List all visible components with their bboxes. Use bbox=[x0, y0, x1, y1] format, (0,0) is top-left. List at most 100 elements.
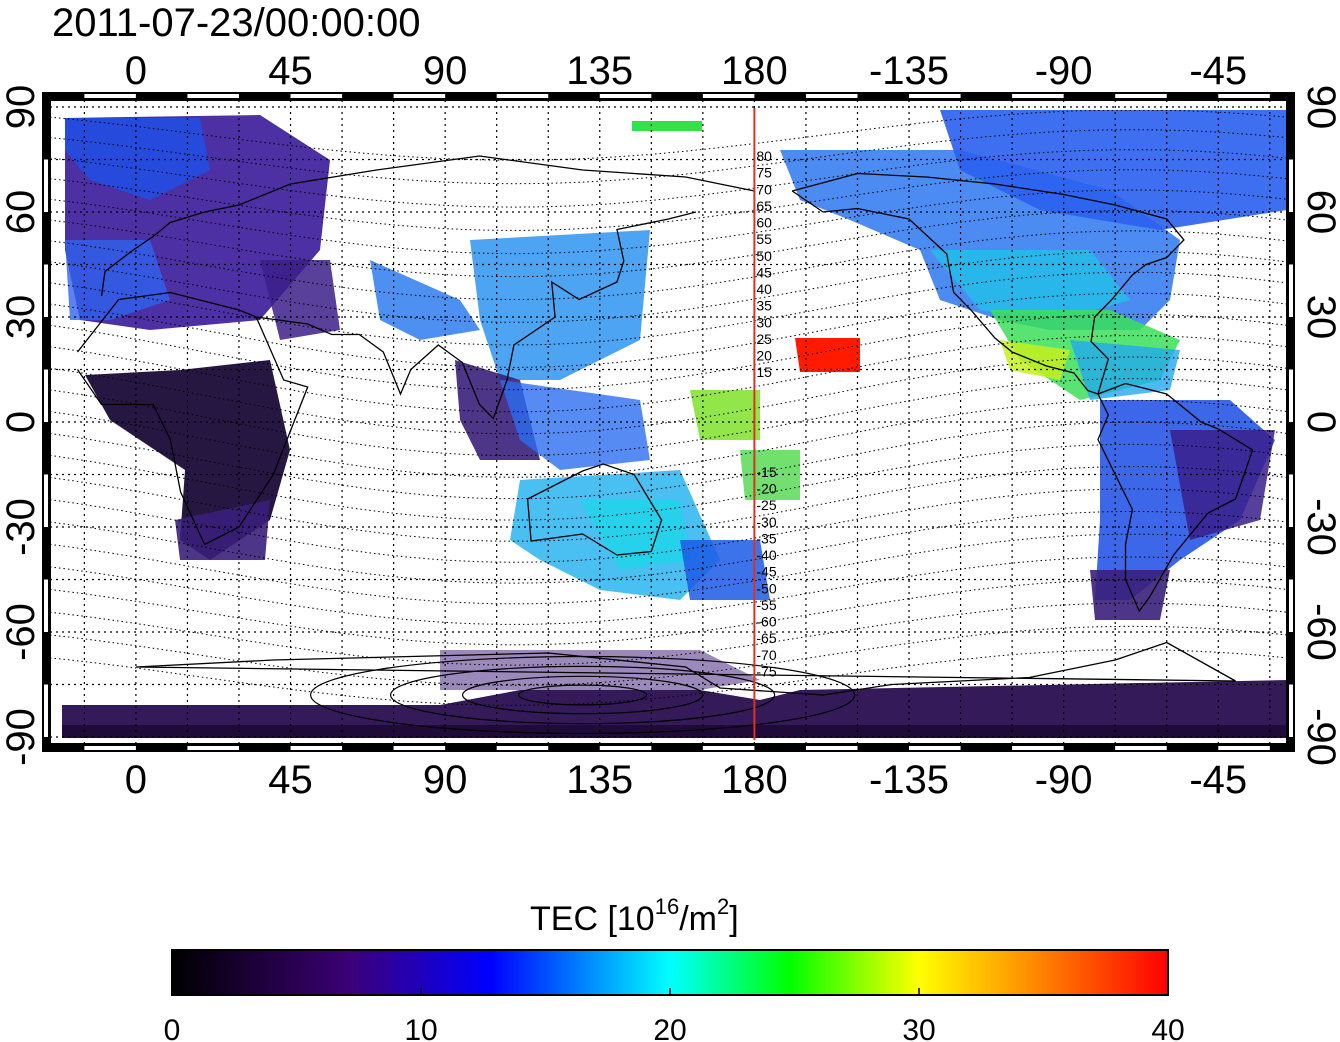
maglat-label: 75 bbox=[756, 165, 772, 181]
y-tick-right: -60 bbox=[1299, 603, 1340, 661]
x-tick-top: 90 bbox=[423, 49, 468, 93]
map-bar-segment bbox=[1289, 264, 1293, 317]
colorbar-title-sup2: 2 bbox=[717, 894, 729, 919]
coastline bbox=[526, 463, 663, 556]
map-bar-segment bbox=[496, 746, 549, 750]
tec-patch-indonesia bbox=[500, 380, 650, 470]
maglat-contour-closed bbox=[389, 665, 776, 725]
colorbar-title-sup: 16 bbox=[655, 894, 679, 919]
map-top-bar bbox=[48, 92, 1289, 100]
y-tick-left: 60 bbox=[0, 190, 43, 235]
tec-patch-sa-south bbox=[1090, 570, 1170, 620]
y-tick-left: -30 bbox=[0, 498, 43, 556]
map-bar-segment bbox=[1012, 94, 1064, 98]
maglat-contour bbox=[50, 230, 1287, 301]
map-bar-segment bbox=[290, 94, 343, 98]
y-tick-left: -60 bbox=[0, 603, 43, 661]
maglat-label: 50 bbox=[756, 248, 772, 264]
tec-patch-europe-west bbox=[65, 240, 170, 320]
maglat-contour-closed bbox=[517, 684, 648, 706]
x-tick-top: 0 bbox=[125, 49, 147, 93]
colorbar-tick-label: 40 bbox=[1151, 1014, 1184, 1042]
maglat-label: -15 bbox=[756, 464, 776, 480]
x-tick-bottom: 135 bbox=[566, 758, 633, 802]
y-tick-left: 30 bbox=[0, 295, 43, 340]
tec-patch-asia bbox=[370, 260, 480, 340]
map-bar-segment bbox=[702, 746, 755, 750]
y-tick-left: 0 bbox=[0, 411, 43, 433]
colorbar-title: TEC [1016/m2] bbox=[530, 894, 739, 938]
x-tick-bottom: -135 bbox=[869, 758, 949, 802]
colorbar-ticks: 0 10 20 30 40 bbox=[164, 988, 1185, 1042]
y-tick-left: -90 bbox=[0, 708, 43, 766]
maglat-label: 40 bbox=[756, 281, 772, 297]
y-tick-left: 90 bbox=[0, 85, 43, 130]
x-tick-top: 135 bbox=[566, 49, 633, 93]
tec-patch-antarctica bbox=[62, 680, 1287, 738]
maglat-label: -60 bbox=[756, 614, 776, 630]
coastline bbox=[791, 172, 1185, 395]
maglat-label: 60 bbox=[756, 215, 772, 231]
map-bar-segment bbox=[44, 684, 48, 737]
map-bar-segment bbox=[599, 94, 652, 98]
colorbar-tick-label: 30 bbox=[902, 1014, 935, 1042]
tec-patch-middle-east bbox=[260, 260, 340, 340]
x-tick-bottom: 45 bbox=[268, 758, 313, 802]
map-bar-segment bbox=[393, 746, 446, 750]
maglat-label: -65 bbox=[756, 630, 776, 646]
colorbar bbox=[171, 949, 1169, 996]
colorbar-title-prefix: TEC [10 bbox=[530, 900, 655, 938]
tec-patch-pacific-green bbox=[690, 390, 760, 440]
tec-patch-arctic-green bbox=[632, 121, 702, 131]
map-bar-segment bbox=[702, 94, 755, 98]
map-bar-segment bbox=[44, 474, 48, 527]
x-tick-top: 45 bbox=[268, 49, 313, 93]
maglat-label: -30 bbox=[756, 514, 776, 530]
colorbar-tick-label: 20 bbox=[653, 1014, 686, 1042]
map-bar-segment bbox=[1289, 474, 1293, 527]
maglat-contour bbox=[50, 110, 1287, 161]
colorbar-title-suffix: ] bbox=[729, 900, 738, 938]
coastline bbox=[256, 211, 697, 420]
maglat-contour bbox=[50, 250, 1287, 323]
coastline bbox=[1097, 382, 1254, 613]
maglat-contour bbox=[50, 510, 1287, 584]
map-bar-segment bbox=[805, 746, 858, 750]
map-bar-segment bbox=[44, 159, 48, 212]
map-bar-segment bbox=[496, 94, 549, 98]
tec-data-layer bbox=[62, 110, 1287, 738]
colorbar-tick-label: 0 bbox=[164, 1014, 181, 1042]
maglat-label: -45 bbox=[756, 564, 776, 580]
maglat-label: -40 bbox=[756, 547, 776, 563]
map-bar-segment bbox=[1289, 369, 1293, 422]
figure-title: 2011-07-23/00:00:00 bbox=[52, 1, 420, 45]
maglat-label: 25 bbox=[756, 331, 772, 347]
maglat-label: 30 bbox=[756, 314, 772, 330]
maglat-label: 20 bbox=[756, 348, 772, 364]
maglat-contour bbox=[50, 169, 1287, 231]
map-bar-segment bbox=[1012, 746, 1064, 750]
map-bar-segment bbox=[187, 94, 239, 98]
map-bar-segment bbox=[1289, 159, 1293, 212]
maglat-label: -50 bbox=[756, 580, 776, 596]
maglat-label: 80 bbox=[756, 148, 772, 164]
map-grid bbox=[50, 100, 1287, 744]
x-tick-top: -90 bbox=[1035, 49, 1093, 93]
x-tick-top: -45 bbox=[1189, 49, 1247, 93]
maglat-label: -75 bbox=[756, 663, 776, 679]
x-tick-bottom: 180 bbox=[721, 758, 788, 802]
maglat-contour bbox=[50, 149, 1287, 208]
x-tick-bottom: -90 bbox=[1035, 758, 1093, 802]
maglat-label: 45 bbox=[756, 264, 772, 280]
maglat-label: 65 bbox=[756, 198, 772, 214]
map-bar-segment bbox=[1218, 746, 1270, 750]
maglat-label: -70 bbox=[756, 647, 776, 663]
map-bar-segment bbox=[909, 94, 961, 98]
y-tick-right: -30 bbox=[1299, 498, 1340, 556]
tec-patch-tasman bbox=[680, 540, 770, 600]
maglat-label: -55 bbox=[756, 597, 776, 613]
map-bar-segment bbox=[393, 94, 446, 98]
coastline bbox=[100, 155, 755, 297]
map-bar-segment bbox=[599, 746, 652, 750]
